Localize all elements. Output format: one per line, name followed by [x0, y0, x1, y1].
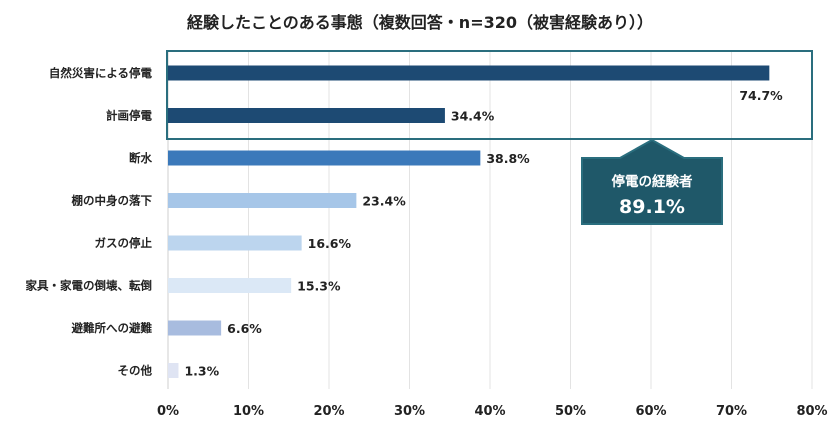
x-tick-label: 30%: [394, 404, 425, 419]
category-labels: 自然災害による停電計画停電断水棚の中身の落下ガスの停止家具・家電の倒壊、転倒避難…: [26, 66, 153, 378]
bar: [168, 193, 357, 208]
value-label: 1.3%: [184, 364, 219, 379]
x-tick-label: 60%: [635, 404, 666, 419]
x-tick-label: 0%: [157, 404, 179, 419]
value-label: 34.4%: [451, 109, 495, 124]
category-label: その他: [118, 364, 153, 378]
highlight-box: [166, 50, 813, 140]
callout: 停電の経験者 89.1%: [581, 138, 723, 225]
category-label: 家具・家電の倒壊、転倒: [26, 279, 153, 293]
x-tick-label: 70%: [716, 404, 747, 419]
value-label: 23.4%: [362, 194, 406, 209]
x-tick-label: 50%: [555, 404, 586, 419]
category-label: 計画停電: [106, 109, 152, 123]
bar: [168, 278, 292, 293]
x-tick-label: 80%: [796, 404, 827, 419]
chart-title: 経験したことのある事態（複数回答・n=320（被害経験あり））: [187, 13, 653, 32]
category-label: ガスの停止: [95, 236, 153, 250]
bars: [168, 65, 770, 378]
category-label: 棚の中身の落下: [72, 194, 153, 208]
callout-title: 停電の経験者: [612, 173, 693, 190]
bar: [168, 235, 302, 251]
grid-lines: [167, 50, 813, 389]
bar: [168, 363, 179, 378]
highlight-frame: [166, 50, 813, 140]
category-label: 断水: [129, 151, 152, 165]
bar: [168, 108, 445, 123]
x-tick-labels: 0% 10% 20% 30% 40% 50% 60% 70% 80%: [157, 404, 828, 419]
callout-box: [581, 138, 723, 225]
value-labels: 74.7% 34.4% 38.8% 23.4% 16.6% 15.3% 6.6% 1.3%: [184, 88, 783, 379]
x-tick-label: 10%: [233, 404, 264, 419]
value-label: 74.7%: [739, 88, 783, 103]
bar: [168, 150, 481, 166]
x-tick-label: 40%: [474, 404, 505, 419]
category-label: 避難所への避難: [72, 321, 153, 335]
value-label: 16.6%: [308, 236, 352, 251]
category-label: 自然災害による停電: [49, 66, 153, 80]
callout-value: 89.1%: [619, 196, 685, 218]
x-tick-label: 20%: [313, 404, 344, 419]
bar: [168, 320, 222, 336]
value-label: 15.3%: [297, 279, 341, 294]
bar: [168, 65, 770, 81]
value-label: 38.8%: [486, 151, 530, 166]
value-label: 6.6%: [227, 321, 262, 336]
